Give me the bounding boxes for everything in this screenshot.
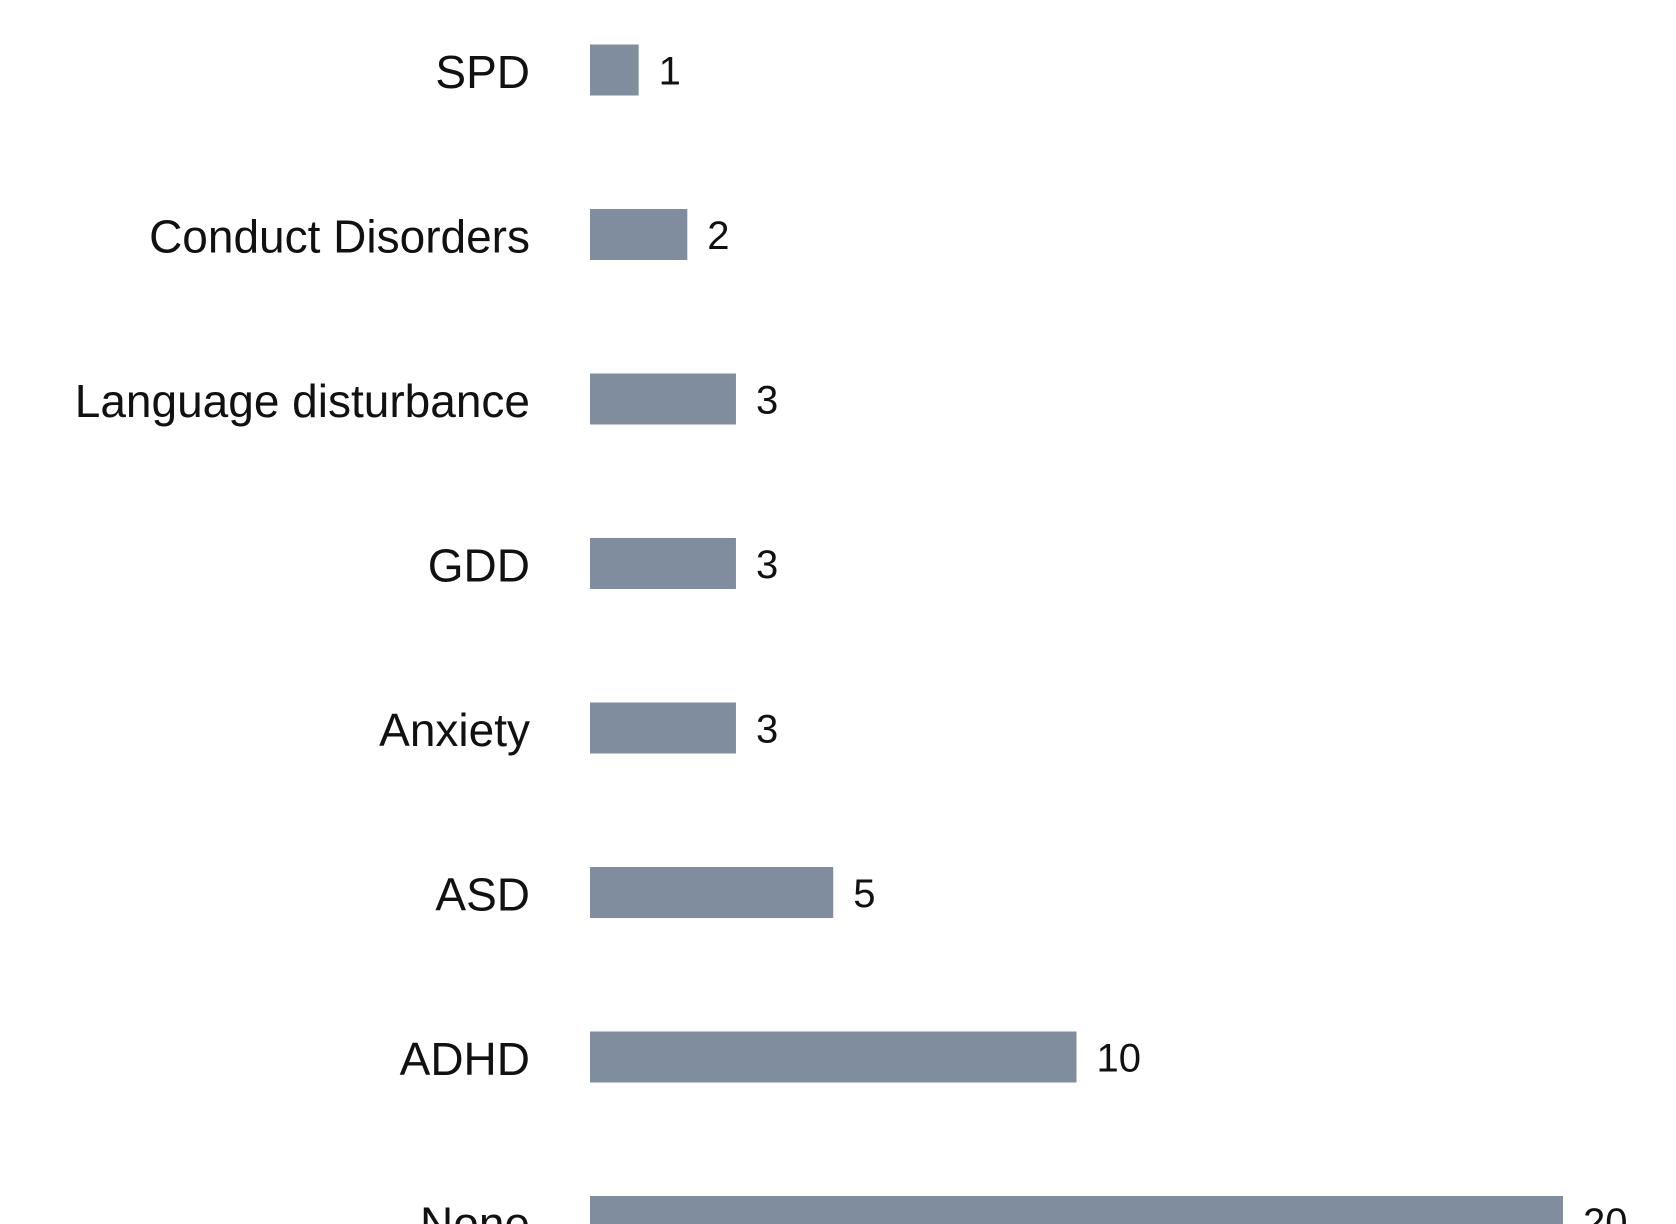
value-label: 5 — [853, 872, 875, 916]
category-label: None — [420, 1198, 530, 1224]
category-label: ASD — [435, 869, 530, 921]
bar — [590, 1031, 1077, 1083]
category-label: Anxiety — [379, 704, 530, 756]
category-label: Language disturbance — [75, 375, 530, 427]
bar — [590, 1196, 1563, 1224]
value-label: 2 — [707, 214, 729, 258]
value-label: 20 — [1583, 1201, 1628, 1224]
value-label: 1 — [659, 50, 681, 94]
bar — [590, 867, 834, 918]
bar — [590, 44, 639, 96]
bar — [590, 538, 736, 589]
bar — [590, 373, 736, 425]
category-label: ADHD — [400, 1033, 530, 1085]
value-label: 3 — [756, 708, 778, 752]
category-label: Conduct Disorders — [149, 211, 530, 263]
value-label: 3 — [756, 379, 778, 423]
category-label: GDD — [428, 540, 530, 592]
bar — [590, 209, 688, 260]
category-label: SPD — [435, 46, 530, 98]
value-label: 10 — [1097, 1037, 1142, 1081]
bar — [590, 702, 736, 754]
value-label: 3 — [756, 543, 778, 587]
